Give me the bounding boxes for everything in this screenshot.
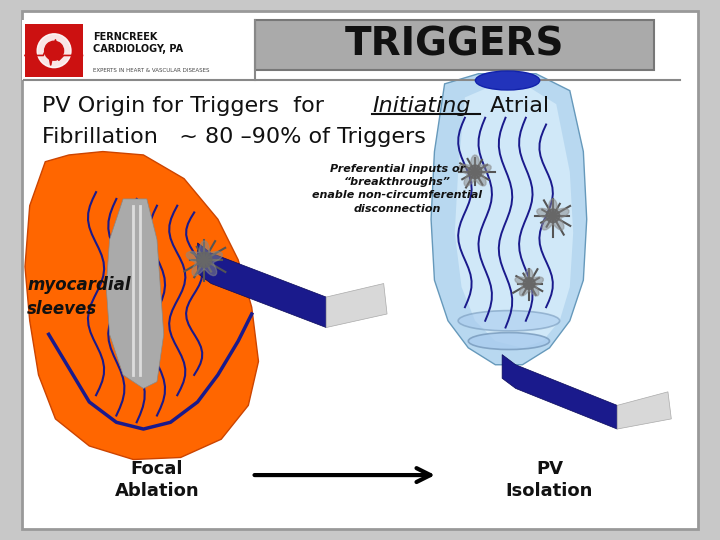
Polygon shape xyxy=(107,199,163,388)
Circle shape xyxy=(45,41,63,60)
Circle shape xyxy=(197,252,212,267)
Text: FERNCREEK
CARDIOLOGY, PA: FERNCREEK CARDIOLOGY, PA xyxy=(93,32,183,54)
Ellipse shape xyxy=(458,310,559,331)
Polygon shape xyxy=(502,355,617,429)
Ellipse shape xyxy=(475,71,540,90)
FancyBboxPatch shape xyxy=(255,19,654,70)
Text: EXPERTS IN HEART & VASCULAR DISEASES: EXPERTS IN HEART & VASCULAR DISEASES xyxy=(93,68,210,73)
FancyBboxPatch shape xyxy=(22,19,252,80)
Polygon shape xyxy=(197,243,326,328)
Circle shape xyxy=(468,165,482,179)
Polygon shape xyxy=(536,199,569,230)
Polygon shape xyxy=(515,269,544,296)
Polygon shape xyxy=(25,152,258,460)
FancyBboxPatch shape xyxy=(25,24,83,77)
Polygon shape xyxy=(326,284,387,328)
Text: TRIGGERS: TRIGGERS xyxy=(345,25,564,64)
Text: Initiating: Initiating xyxy=(372,96,471,116)
Ellipse shape xyxy=(468,333,549,349)
Text: Focal
Ablation: Focal Ablation xyxy=(114,460,199,500)
Text: Fibrillation   ~ 80 –90% of Triggers: Fibrillation ~ 80 –90% of Triggers xyxy=(42,127,426,147)
Circle shape xyxy=(523,278,535,289)
Polygon shape xyxy=(459,155,491,186)
Text: Preferential inputs or
“breakthroughs”
enable non-circumferential
disconnection: Preferential inputs or “breakthroughs” e… xyxy=(312,164,482,214)
Text: Atrial: Atrial xyxy=(483,96,549,116)
Text: myocardial
sleeves: myocardial sleeves xyxy=(27,276,130,318)
Text: PV
Isolation: PV Isolation xyxy=(506,460,593,500)
Polygon shape xyxy=(186,241,222,276)
Circle shape xyxy=(546,209,559,222)
Circle shape xyxy=(37,34,71,68)
Polygon shape xyxy=(455,87,573,348)
Polygon shape xyxy=(617,392,671,429)
Text: PV Origin for Triggers  for: PV Origin for Triggers for xyxy=(42,96,331,116)
Polygon shape xyxy=(431,74,587,365)
